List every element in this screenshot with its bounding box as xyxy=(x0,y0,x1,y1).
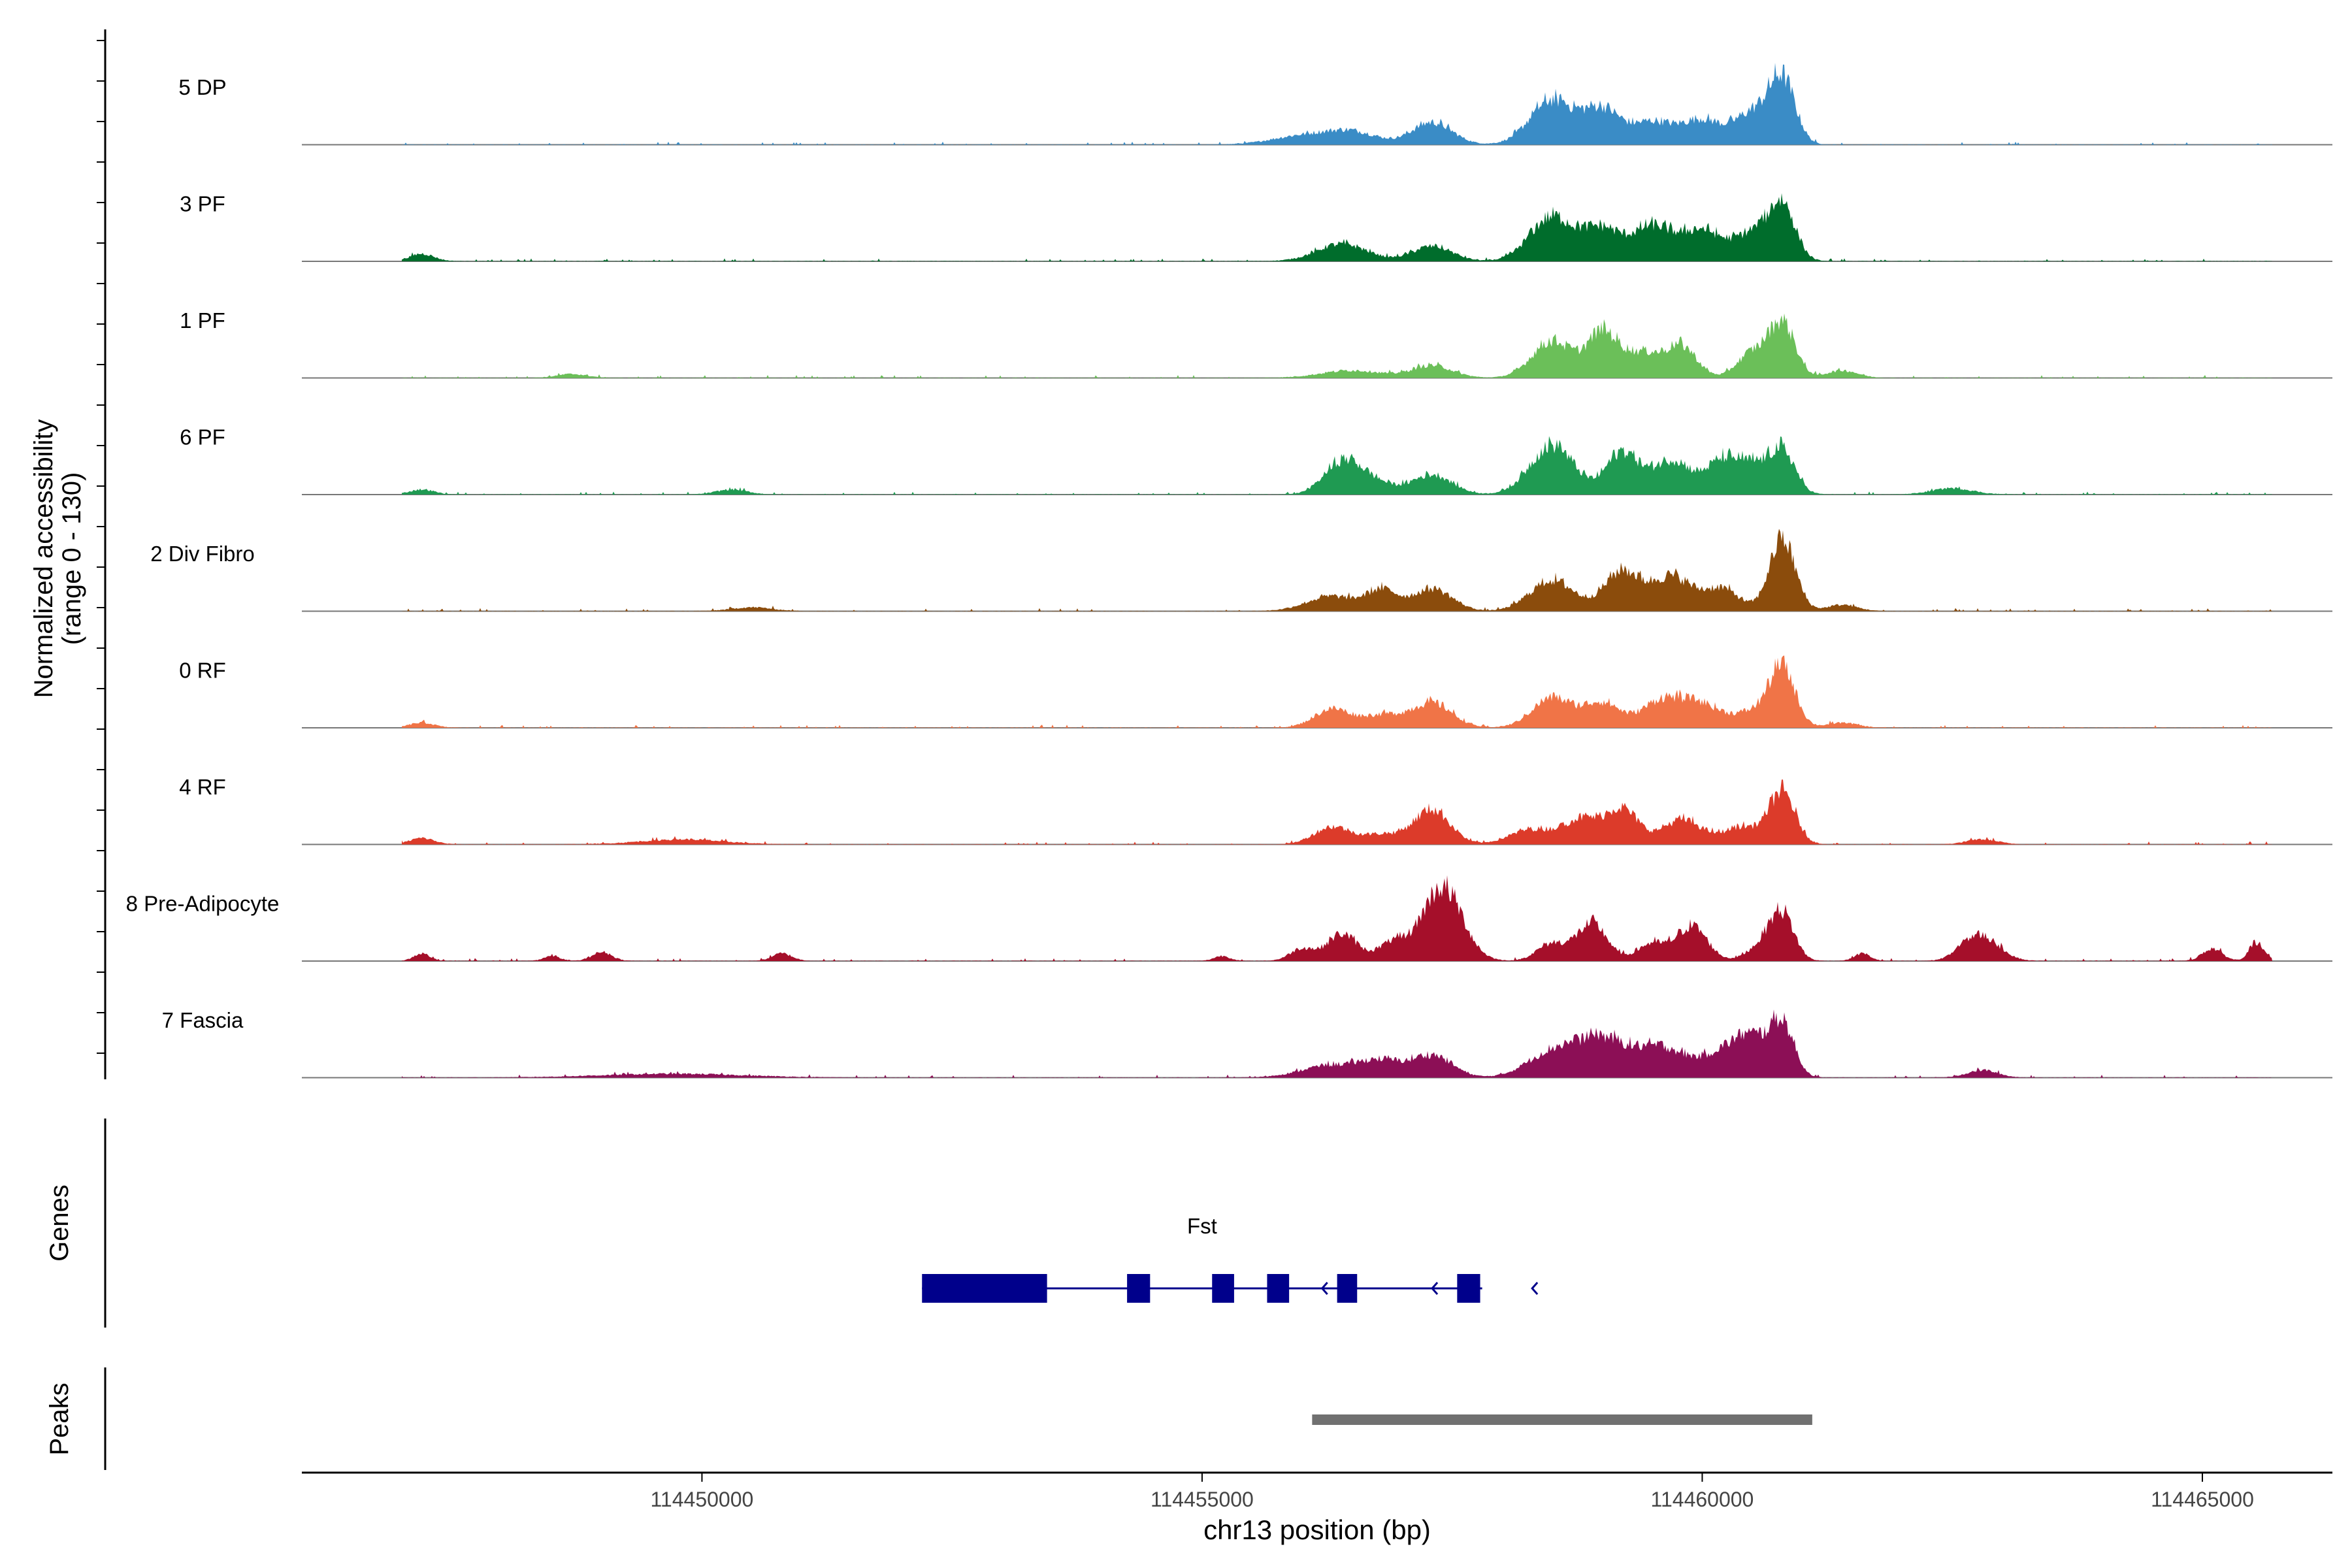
track-3-pf: 3 PF xyxy=(180,192,2332,262)
gene-exon xyxy=(1267,1274,1290,1303)
track-label: 6 PF xyxy=(180,425,225,449)
gene-track: Fst xyxy=(922,1214,1539,1303)
x-tick-label: 114460000 xyxy=(1651,1488,1754,1511)
x-axis: 114450000 114455000 114460000 114465000 xyxy=(651,1473,2254,1511)
x-axis-title: chr13 position (bp) xyxy=(1203,1514,1431,1545)
coverage-area xyxy=(402,875,2272,961)
track-label: 7 Fascia xyxy=(162,1008,244,1032)
coverage-tracks: 5 DP 3 PF 1 PF 6 PF 2 Div Fibro 0 RF 4 RF 8 Pre… xyxy=(126,63,2332,1079)
peaks-label: Peaks xyxy=(45,1382,74,1455)
track-2-div-fibro: 2 Div Fibro xyxy=(150,529,2332,612)
coverage-area xyxy=(402,193,2272,261)
gene-exon xyxy=(1127,1274,1151,1303)
coverage-area xyxy=(402,779,2272,845)
coverage-area xyxy=(402,1009,2272,1078)
strand-arrow xyxy=(1531,1282,1539,1295)
track-0-rf: 0 RF xyxy=(179,655,2332,728)
track-5-dp: 5 DP xyxy=(178,63,2332,146)
track-label: 2 Div Fibro xyxy=(150,542,255,566)
track-6-pf: 6 PF xyxy=(180,425,2332,495)
track-label: 3 PF xyxy=(180,192,225,216)
track-8-pre-adipocyte: 8 Pre-Adipocyte xyxy=(126,875,2332,962)
x-tick-label: 114465000 xyxy=(2151,1488,2254,1511)
track-4-rf: 4 RF xyxy=(179,775,2332,845)
coverage-y-ticks xyxy=(97,40,105,1054)
track-label: 1 PF xyxy=(180,308,225,333)
track-label: 4 RF xyxy=(179,775,226,799)
x-tick-label: 114455000 xyxy=(1151,1488,1254,1511)
peak-track xyxy=(1312,1414,1812,1425)
coverage-area xyxy=(402,655,2272,728)
strand-arrow xyxy=(1320,1282,1328,1295)
track-7-fascia: 7 Fascia xyxy=(162,1008,2332,1079)
strand-arrow xyxy=(1431,1282,1439,1295)
gene-exon xyxy=(1337,1274,1358,1303)
gene-exon xyxy=(922,1274,1047,1303)
peak-region xyxy=(1312,1414,1812,1425)
coverage-area xyxy=(402,313,2272,378)
coverage-area xyxy=(402,529,2272,612)
y-axis-title: Normalized accessibility xyxy=(29,419,58,698)
track-label: 5 DP xyxy=(178,75,226,99)
genes-label: Genes xyxy=(45,1184,74,1262)
gene-name: Fst xyxy=(1187,1214,1217,1238)
y-axis-title-range: (range 0 - 130) xyxy=(57,472,86,645)
x-tick-label: 114450000 xyxy=(651,1488,754,1511)
track-label: 8 Pre-Adipocyte xyxy=(126,892,280,916)
gene-exon xyxy=(1457,1274,1480,1303)
gene-exon xyxy=(1212,1274,1234,1303)
track-1-pf: 1 PF xyxy=(180,308,2332,379)
coverage-area xyxy=(402,436,2272,495)
track-label: 0 RF xyxy=(179,659,226,683)
coverage-area xyxy=(402,63,2272,145)
